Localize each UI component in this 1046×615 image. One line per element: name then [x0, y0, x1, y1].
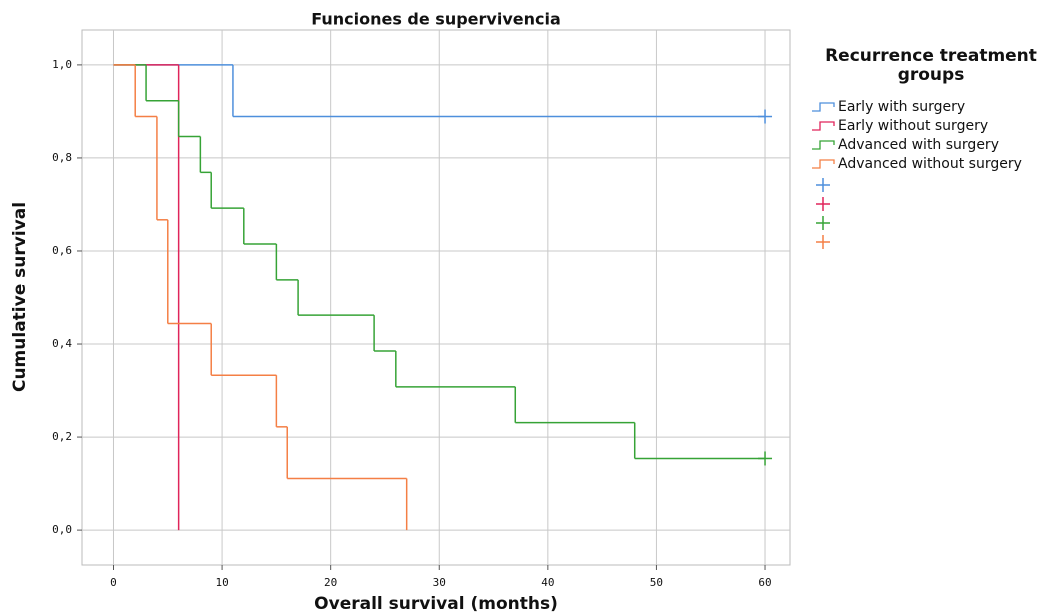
- legend-label: Early without surgery: [838, 118, 988, 134]
- x-tick-label: 10: [215, 576, 228, 589]
- legend-censor: [816, 197, 830, 211]
- legend-censor: [816, 178, 830, 192]
- y-axis-label: Cumulative survival: [10, 202, 30, 392]
- y-tick-label: 0,0: [52, 523, 72, 536]
- legend-censor: [816, 235, 830, 249]
- plot-frame: [81, 29, 791, 566]
- censor-mark: [758, 451, 773, 466]
- y-tick-label: 0,4: [52, 337, 72, 350]
- y-tick-label: 0,2: [52, 430, 72, 443]
- legend-label: Advanced with surgery: [838, 137, 999, 153]
- censor-mark: [758, 109, 773, 124]
- y-tick-label: 1,0: [52, 58, 72, 71]
- x-tick-label: 30: [433, 576, 446, 589]
- legend-label: Advanced without surgery: [838, 156, 1022, 172]
- y-tick-label: 0,6: [52, 244, 72, 257]
- legend-swatch: [812, 102, 835, 112]
- y-tick-label: 0,8: [52, 151, 72, 164]
- x-tick-label: 60: [758, 576, 771, 589]
- x-tick-label: 0: [110, 576, 117, 589]
- x-tick-label: 20: [324, 576, 337, 589]
- legend-swatch: [812, 121, 835, 131]
- legend-title: Recurrence treatment groups: [825, 46, 1037, 85]
- chart-title: Funciones de supervivencia: [311, 10, 561, 29]
- legend-censor: [816, 216, 830, 230]
- x-tick-label: 50: [650, 576, 663, 589]
- legend-label: Early with surgery: [838, 99, 965, 115]
- x-tick-label: 40: [541, 576, 554, 589]
- legend-swatch: [812, 159, 835, 169]
- legend-swatch: [812, 140, 835, 150]
- x-axis-label: Overall survival (months): [314, 594, 558, 614]
